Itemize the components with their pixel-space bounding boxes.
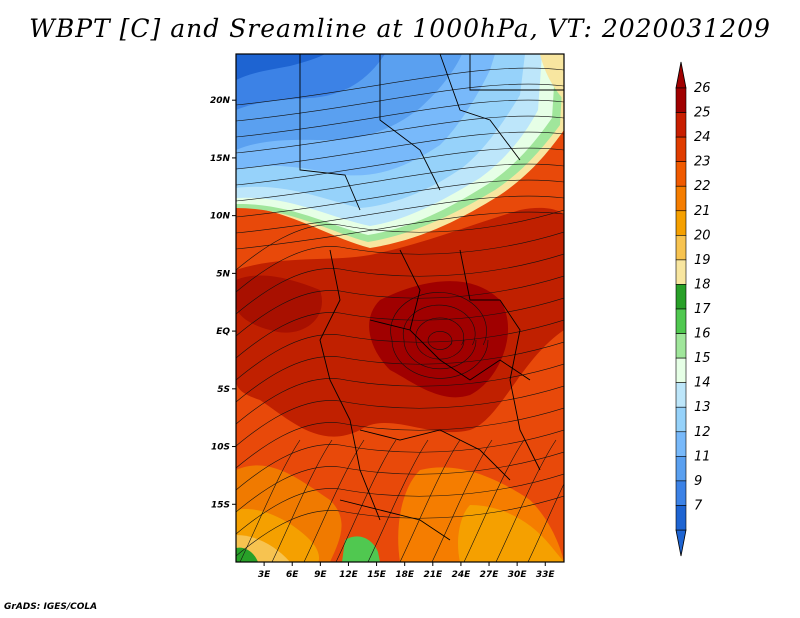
colorbar-label: 9 xyxy=(694,474,702,489)
colorbar-box xyxy=(675,333,687,359)
colorbar-label: 18 xyxy=(694,277,711,292)
colorbar-label: 22 xyxy=(694,179,711,194)
colorbar-box xyxy=(675,259,687,285)
colorbar-box xyxy=(675,185,687,212)
colorbar-label: 20 xyxy=(694,228,711,243)
map-frame xyxy=(235,53,565,563)
lon-tick-label: 27E xyxy=(480,570,500,580)
colorbar-label: 13 xyxy=(694,400,711,415)
colorbar-box xyxy=(675,87,687,113)
lat-tick-label: 15S xyxy=(211,500,230,510)
colorbar-label: 14 xyxy=(694,376,711,391)
lon-tick-label: 21E xyxy=(423,570,443,580)
colorbar-box xyxy=(675,136,687,162)
colorbar-box xyxy=(675,382,687,408)
colorbar-label: 15 xyxy=(694,351,711,366)
lat-tick-label: EQ xyxy=(216,327,230,337)
colorbar-box xyxy=(675,308,687,334)
colorbar-label: 11 xyxy=(694,449,711,464)
colorbar-box xyxy=(675,357,687,383)
colorbar-box xyxy=(675,235,687,261)
lon-tick-label: 30E xyxy=(508,570,528,580)
colorbar-label: 12 xyxy=(694,425,711,440)
lat-tick-label: 10S xyxy=(211,443,230,453)
grads-credit: GrADS: IGES/COLA xyxy=(4,602,98,612)
colorbar-top-arrow xyxy=(675,61,687,89)
lon-tick-label: 9E xyxy=(314,570,327,580)
colorbar-label: 25 xyxy=(694,106,711,121)
colorbar-label: 23 xyxy=(694,155,711,170)
colorbar-boxes xyxy=(675,61,687,557)
colorbar-label: 21 xyxy=(694,204,711,219)
lon-tick-label: 12E xyxy=(339,570,359,580)
colorbar-box xyxy=(675,456,687,482)
lon-tick-label: 15E xyxy=(367,570,387,580)
map-title: WBPT [C] and Sreamline at 1000hPa, VT: 2… xyxy=(29,14,771,43)
colorbar-label: 17 xyxy=(694,302,711,317)
lat-tick-label: 5S xyxy=(217,385,230,395)
streamlines xyxy=(236,67,564,562)
lon-tick-label: 24E xyxy=(452,570,472,580)
lat-tick-label: 15N xyxy=(210,154,231,164)
colorbar-label: 26 xyxy=(694,81,711,96)
colorbar-label: 16 xyxy=(694,327,711,342)
colorbar-box xyxy=(675,284,687,310)
colorbar-box xyxy=(675,112,687,138)
lat-tick-label: 20N xyxy=(210,96,231,106)
lon-tick-label: 6E xyxy=(286,570,299,580)
colorbar-bottom-arrow xyxy=(675,529,687,557)
colorbar-label: 7 xyxy=(694,498,703,513)
colorbar-labels: 26 25 24 23 22 21 20 19 18 17 16 15 14 13 12 11 9 7 xyxy=(694,81,711,513)
country-borders xyxy=(299,54,564,541)
colorbar-box xyxy=(675,406,687,433)
colorbar-box xyxy=(675,431,687,457)
colorbar-box xyxy=(675,161,687,187)
colorbar-label: 19 xyxy=(694,253,711,268)
colorbar-box xyxy=(675,505,687,531)
lat-tick-label: 5N xyxy=(216,269,230,279)
colorbar-box xyxy=(675,210,687,236)
longitude-axis: 3E 6E 9E 12E 15E 18E 21E 24E 27E 30E 33E xyxy=(258,562,556,580)
lon-tick-label: 33E xyxy=(536,570,556,580)
colorbar-label: 24 xyxy=(694,130,711,145)
latitude-axis: 20N 15N 10N 5N EQ 5S 10S 15S xyxy=(210,96,236,510)
lon-tick-label: 18E xyxy=(395,570,415,580)
colorbar-box xyxy=(675,480,687,506)
lat-tick-label: 10N xyxy=(210,212,231,222)
lon-tick-label: 3E xyxy=(258,570,271,580)
